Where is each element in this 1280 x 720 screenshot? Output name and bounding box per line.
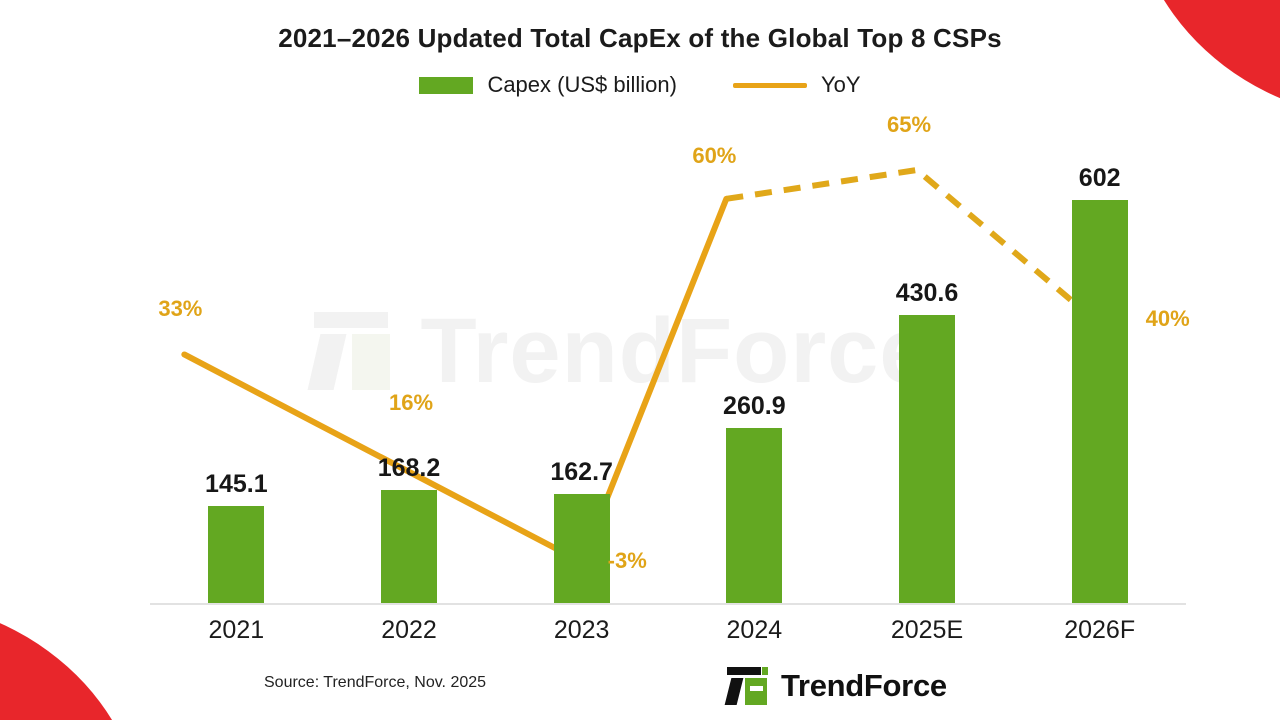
bar-value-label-2025E: 430.6 xyxy=(895,278,959,307)
yoy-line-dashed-forecast xyxy=(725,167,1090,317)
bar-2021 xyxy=(208,505,265,603)
yoy-value-label-2024: 60% xyxy=(692,142,737,168)
legend-swatch-bar-icon xyxy=(419,76,474,94)
legend-item-yoy: YoY xyxy=(732,72,861,98)
category-label-2026F: 2026F xyxy=(1064,616,1136,644)
yoy-value-label-2026F: 40% xyxy=(1145,306,1190,332)
category-label-2022: 2022 xyxy=(381,616,437,644)
bar-value-label-2024: 260.9 xyxy=(723,392,786,421)
yoy-value-label-2022: 16% xyxy=(389,390,434,416)
legend-label-capex: Capex (US$ billion) xyxy=(487,72,677,97)
trendforce-logo-icon xyxy=(724,666,768,706)
brand-name: TrendForce xyxy=(781,668,947,703)
legend-swatch-line-icon xyxy=(732,82,807,88)
bar-2026F xyxy=(1071,200,1128,603)
category-label-2024: 2024 xyxy=(726,616,783,644)
bar-value-label-2022: 168.2 xyxy=(377,454,441,483)
legend-label-yoy: YoY xyxy=(820,72,861,97)
yoy-value-label-2023: -3% xyxy=(607,548,647,573)
bar-value-label-2026F: 602 xyxy=(1078,164,1121,192)
yoy-value-label-2025E: 65% xyxy=(887,112,932,137)
bar-2022 xyxy=(381,490,437,603)
bar-2025E xyxy=(899,314,955,603)
bar-value-label-2021: 145.1 xyxy=(205,469,268,498)
brand-footer: TrendForce xyxy=(724,666,947,706)
category-label-2025E: 2025E xyxy=(890,616,964,644)
category-label-2023: 2023 xyxy=(553,616,610,644)
chart-legend: Capex (US$ billion) YoY xyxy=(0,72,1280,98)
bar-value-label-2023: 162.7 xyxy=(550,458,613,487)
bar-2024 xyxy=(726,428,783,603)
category-label-2021: 2021 xyxy=(208,616,265,644)
legend-item-capex: Capex (US$ billion) xyxy=(419,72,677,98)
yoy-value-label-2021: 33% xyxy=(158,296,203,322)
page-title: 2021–2026 Updated Total CapEx of the Glo… xyxy=(278,23,1002,53)
source-note: Source: TrendForce, Nov. 2025 xyxy=(264,674,487,691)
bar-2023 xyxy=(553,494,610,603)
x-axis-baseline xyxy=(150,603,1186,605)
yoy-line-solid xyxy=(181,195,730,565)
